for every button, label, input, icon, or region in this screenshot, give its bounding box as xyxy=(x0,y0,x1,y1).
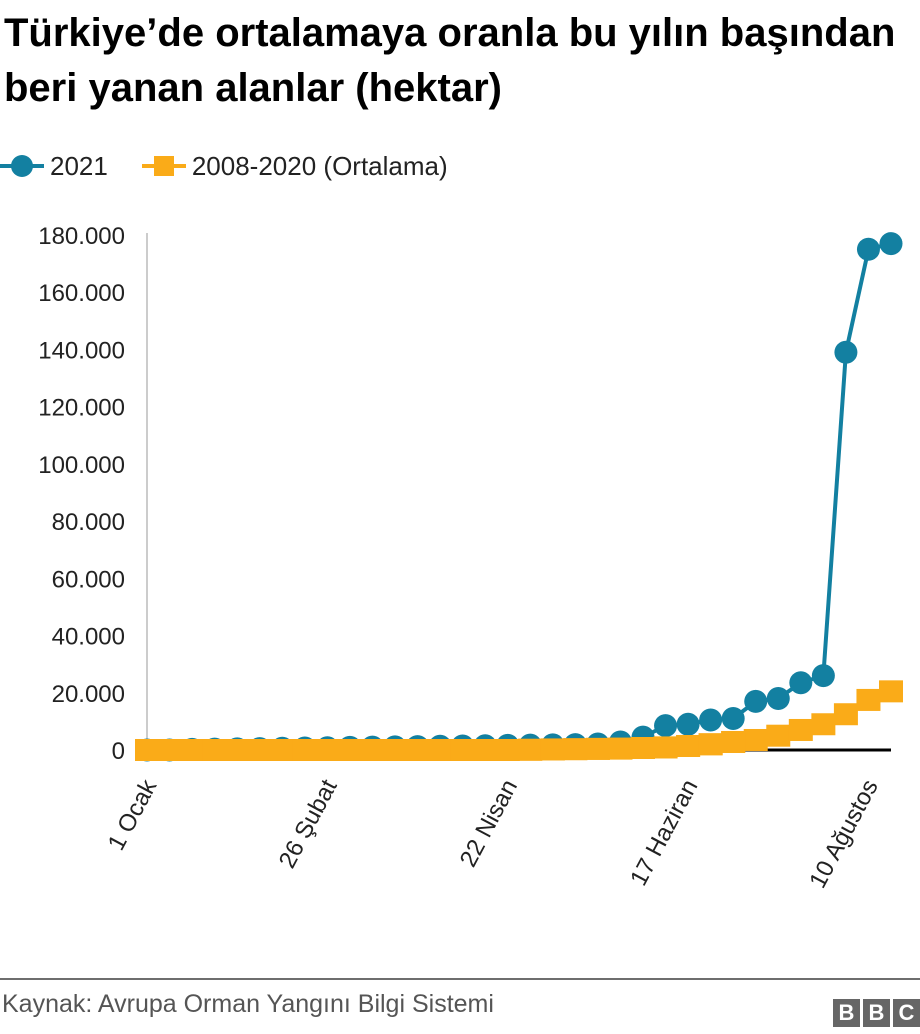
y-tick-label: 160.000 xyxy=(38,280,125,307)
circle-marker-icon xyxy=(744,689,768,713)
square-marker-icon xyxy=(698,733,723,756)
x-tick-label: 22 Nisan xyxy=(455,775,523,871)
x-tick-label: 10 Ağustos xyxy=(804,775,884,893)
square-marker-icon xyxy=(540,738,565,761)
circle-marker-icon xyxy=(676,712,700,736)
bbc-logo-letter: C xyxy=(893,999,920,1027)
square-marker-icon xyxy=(180,739,205,761)
chart-title: Türkiye’de ortalamaya oranla bu yılın ba… xyxy=(4,11,896,110)
square-marker-icon xyxy=(495,739,520,761)
source-text: Kaynak: Avrupa Orman Yangını Bilgi Siste… xyxy=(2,990,494,1018)
square-marker-icon xyxy=(360,739,385,761)
square-marker-icon xyxy=(225,739,250,761)
circle-marker-icon xyxy=(789,671,813,695)
square-marker-icon xyxy=(585,737,610,760)
y-tick-label: 60.000 xyxy=(52,566,125,593)
legend-label-average: 2008-2020 (Ortalama) xyxy=(191,150,448,181)
square-marker-icon xyxy=(337,739,362,761)
y-tick-label: 140.000 xyxy=(38,337,125,364)
legend-item-average: 2008-2020 (Ortalama) xyxy=(141,150,448,182)
square-marker-icon xyxy=(766,724,791,747)
bbc-logo: B B C xyxy=(833,999,920,1027)
y-tick-label: 80.000 xyxy=(52,509,125,536)
square-marker-icon xyxy=(135,739,159,761)
square-marker-icon xyxy=(608,737,633,760)
square-marker-icon xyxy=(383,739,407,761)
x-tick-label: 26 Şubat xyxy=(274,775,343,873)
legend-label-2021: 2021 xyxy=(50,150,108,181)
bbc-logo-letter: B xyxy=(863,999,890,1027)
square-marker-icon xyxy=(450,739,475,761)
x-tick-label: 17 Haziran xyxy=(625,775,703,890)
square-marker-icon xyxy=(270,739,295,761)
circle-marker-icon xyxy=(834,340,858,364)
square-marker-icon xyxy=(405,739,430,761)
square-marker-icon xyxy=(653,736,678,759)
line-chart: 0 20.000 40.000 60.000 80.000 100.000 120.000 1… xyxy=(38,223,903,893)
circle-marker-icon xyxy=(721,707,745,731)
circle-marker-icon xyxy=(811,664,835,688)
circle-marker-icon xyxy=(654,714,678,738)
square-marker-icon xyxy=(811,713,836,736)
circle-marker-icon xyxy=(699,708,723,732)
square-marker-icon xyxy=(788,718,813,741)
square-marker-icon xyxy=(676,734,701,757)
square-marker-icon xyxy=(157,739,182,761)
y-tick-label: 180.000 xyxy=(38,223,125,250)
bbc-logo-letter: B xyxy=(833,999,860,1027)
square-marker-icon xyxy=(563,738,588,761)
square-marker-icon xyxy=(518,738,543,761)
square-marker-icon xyxy=(315,739,340,761)
footer-divider xyxy=(0,978,920,980)
square-marker-icon xyxy=(631,736,655,759)
circle-marker-icon xyxy=(0,155,44,177)
y-tick-label: 0 xyxy=(112,738,125,765)
circle-marker-icon xyxy=(856,237,880,261)
y-tick-label: 40.000 xyxy=(52,624,125,651)
square-marker-icon xyxy=(141,156,186,176)
legend-item-2021: 2021 xyxy=(0,151,108,182)
y-tick-label: 120.000 xyxy=(38,395,125,422)
square-marker-icon xyxy=(833,703,858,726)
square-marker-icon xyxy=(202,739,227,761)
square-marker-icon xyxy=(721,730,746,753)
square-marker-icon xyxy=(879,680,903,703)
square-marker-icon xyxy=(743,728,768,751)
x-tick-label: 1 Ocak xyxy=(103,774,163,855)
square-marker-icon xyxy=(292,739,317,761)
circle-marker-icon xyxy=(766,687,790,710)
series-2021-line xyxy=(147,241,892,752)
square-marker-icon xyxy=(473,739,498,761)
square-marker-icon xyxy=(856,688,881,711)
square-marker-icon xyxy=(247,739,272,761)
circle-marker-icon xyxy=(879,232,903,256)
legend: 2021 2008-2020 (Ortalama) xyxy=(0,148,482,184)
y-tick-label: 100.000 xyxy=(38,452,125,479)
square-marker-icon xyxy=(428,739,453,761)
y-tick-label: 20.000 xyxy=(52,681,125,708)
